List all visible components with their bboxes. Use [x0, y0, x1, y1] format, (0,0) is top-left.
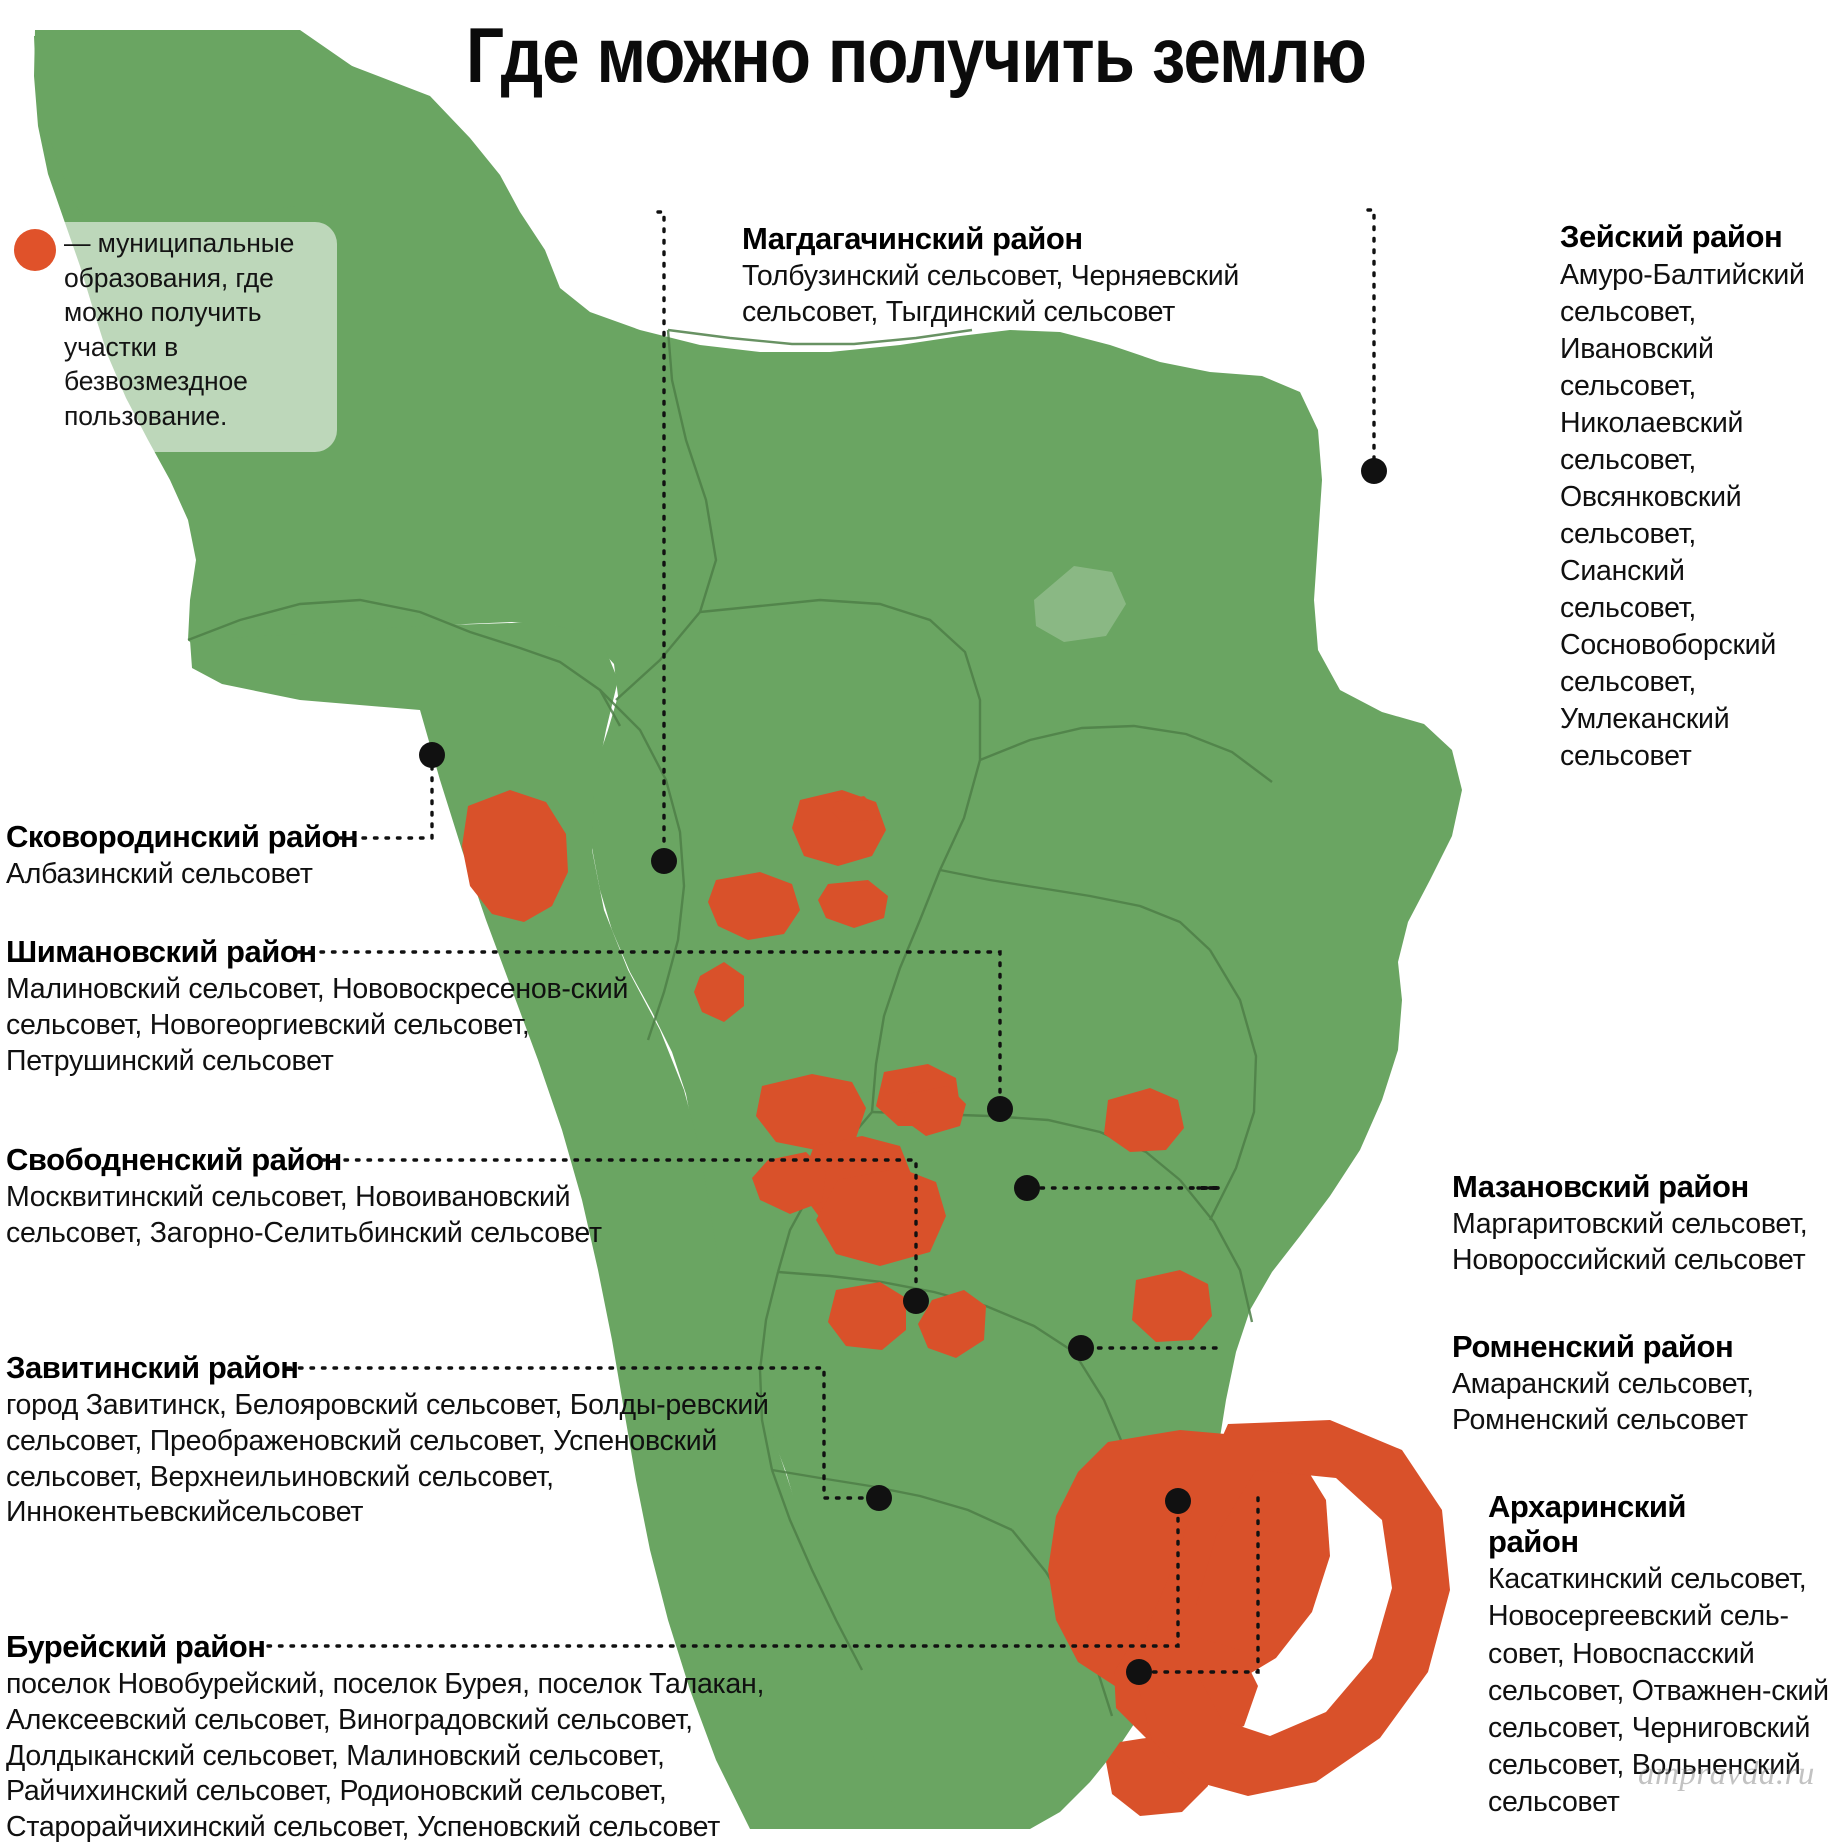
highlight-chernyaevsky [708, 872, 800, 940]
legend-text: — муниципальные образования, где можно п… [64, 228, 295, 431]
callout-body-skovorodinsky: Албазинский сельсовет [6, 857, 313, 890]
callout-title-skovorodinsky: Сковородинский район [6, 819, 359, 854]
zeya-reservoir [1034, 566, 1126, 642]
callout-body-arkharinsky: Касаткинский сельсовет, Новосергеевский … [1488, 1563, 1829, 1818]
map-interior-details [1034, 566, 1126, 642]
highlight-tygdinsky [818, 880, 888, 928]
callout-mazanovsky: Мазановский район Маргаритовский сельсов… [1452, 1169, 1832, 1279]
highlight-albazinsky [462, 790, 568, 922]
callout-title-arkharinsky: Архаринский район [1488, 1489, 1687, 1559]
callout-title-bureysky: Бурейский район [6, 1629, 266, 1664]
callout-skovorodinsky: Сковородинский район Албазинский сельсов… [6, 819, 406, 893]
callout-shimanovsky: Шимановский район Малиновский сельсовет,… [6, 934, 666, 1079]
callout-svobodnensky: Свободненский район Москвитинский сельсо… [6, 1142, 706, 1252]
callout-title-svobodnensky: Свободненский район [6, 1142, 342, 1177]
highlight-magdagachi-small [832, 796, 876, 822]
callout-title-zeysky: Зейский район [1560, 219, 1783, 254]
region-northwest-lobe [34, 34, 510, 248]
callout-arkharinsky: Архаринский район Касаткинский сельсовет… [1488, 1489, 1832, 1821]
callout-romnensky: Ромненский район Амаранский сельсовет, Р… [1452, 1329, 1832, 1439]
callout-title-shimanovsky: Шимановский район [6, 934, 317, 969]
callout-zavitinsky: Завитинский район город Завитинск, Белоя… [6, 1350, 818, 1531]
highlight-romnensky [1132, 1270, 1212, 1342]
callout-body-romnensky: Амаранский сельсовет, Ромненский сельсов… [1452, 1367, 1754, 1436]
callout-body-zavitinsky: город Завитинск, Белояровский сельсовет,… [6, 1388, 769, 1529]
callout-magdagachinsky: Магдагачинский район Толбузинский сельсо… [742, 221, 1282, 331]
callout-body-zeysky: Амуро-Балтийский сельсовет, Ивановский с… [1560, 258, 1805, 773]
callout-body-magdagachinsky: Толбузинский сельсовет, Черняевский сель… [742, 259, 1240, 328]
legend-marker-dot-icon [14, 229, 56, 271]
callout-title-magdagachinsky: Магдагачинский район [742, 221, 1083, 256]
callout-zeysky: Зейский район Амуро-Балтийский сельсовет… [1560, 219, 1822, 775]
callout-body-mazanovsky: Маргаритовский сельсовет, Новороссийский… [1452, 1207, 1808, 1276]
callout-bureysky: Бурейский район поселок Новобурейский, п… [6, 1629, 836, 1846]
callout-body-shimanovsky: Малиновский сельсовет, Нововоскресенов-с… [6, 972, 629, 1077]
callout-body-svobodnensky: Москвитинский сельсовет, Новоивановский … [6, 1180, 602, 1249]
callout-title-zavitinsky: Завитинский район [6, 1350, 299, 1385]
legend-panel [47, 222, 337, 452]
callout-title-mazanovsky: Мазановский район [1452, 1169, 1749, 1204]
legend: — муниципальные образования, где можно п… [14, 222, 337, 452]
callout-title-romnensky: Ромненский район [1452, 1329, 1734, 1364]
highlight-mazanovsky [1104, 1088, 1184, 1152]
callout-body-bureysky: поселок Новобурейский, поселок Бурея, по… [6, 1667, 765, 1844]
highlight-zavitinsky-b [918, 1290, 986, 1358]
